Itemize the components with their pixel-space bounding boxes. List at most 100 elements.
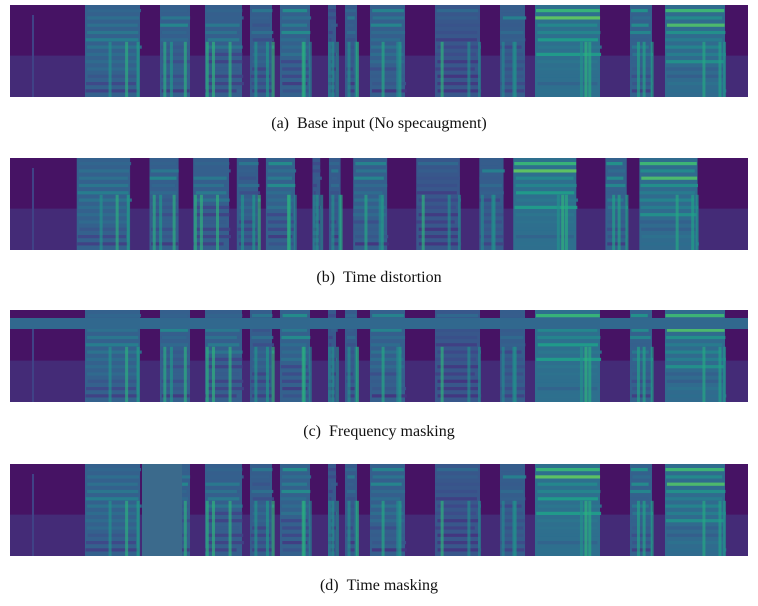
harmonic-stripe	[665, 468, 725, 472]
harmonic-stripe	[239, 198, 261, 202]
vertical-streak	[312, 194, 316, 250]
harmonic-stripe	[639, 191, 695, 195]
harmonic-stripe	[370, 497, 401, 501]
harmonic-stripe	[417, 162, 459, 166]
harmonic-stripe	[330, 23, 338, 27]
harmonic-stripe	[87, 45, 142, 49]
vertical-streak	[205, 41, 209, 97]
harmonic-stripe	[631, 350, 649, 354]
harmonic-stripe	[416, 205, 456, 209]
harmonic-stripe	[239, 176, 257, 180]
vertical-streak	[642, 500, 646, 556]
harmonic-stripe	[313, 191, 316, 195]
harmonic-stripe	[500, 9, 521, 13]
harmonic-stripe	[347, 60, 354, 64]
harmonic-stripe	[437, 365, 479, 369]
vertical-streak	[347, 346, 351, 402]
harmonic-stripe	[435, 372, 475, 376]
vertical-streak	[396, 500, 400, 556]
harmonic-stripe	[435, 52, 477, 56]
harmonic-stripe	[370, 482, 402, 486]
harmonic-stripe	[238, 220, 256, 224]
harmonic-stripe	[151, 183, 176, 188]
harmonic-stripe	[500, 23, 523, 27]
harmonic-stripe	[161, 16, 191, 20]
spectrogram	[10, 158, 748, 250]
harmonic-stripe	[268, 220, 296, 224]
harmonic-stripe	[536, 74, 600, 78]
harmonic-stripe	[370, 379, 405, 383]
harmonic-stripe	[87, 526, 139, 530]
vertical-streak	[477, 41, 481, 97]
harmonic-stripe	[537, 350, 602, 354]
harmonic-stripe	[160, 9, 188, 13]
harmonic-stripe	[87, 9, 142, 13]
harmonic-stripe	[631, 74, 653, 78]
harmonic-stripe	[329, 497, 332, 501]
harmonic-stripe	[353, 227, 387, 231]
harmonic-stripe	[665, 45, 722, 49]
harmonic-stripe	[195, 198, 230, 202]
harmonic-stripe	[665, 9, 725, 13]
harmonic-stripe	[250, 533, 271, 537]
harmonic-stripe	[666, 482, 725, 486]
harmonic-stripe	[162, 365, 190, 369]
harmonic-stripe	[632, 475, 651, 479]
segment-body	[85, 5, 140, 97]
vertical-streak	[625, 194, 629, 250]
harmonic-stripe	[347, 328, 354, 332]
harmonic-stripe	[372, 468, 404, 472]
harmonic-stripe	[281, 511, 307, 515]
harmonic-stripe	[78, 198, 132, 202]
harmonic-stripe	[347, 365, 354, 369]
vertical-streak	[254, 41, 258, 97]
harmonic-stripe	[281, 52, 307, 56]
harmonic-stripe	[641, 227, 696, 231]
harmonic-stripe	[87, 328, 138, 332]
harmonic-stripe	[267, 198, 294, 202]
spectrogram-panels	[10, 5, 748, 556]
vertical-streak	[254, 500, 258, 556]
harmonic-stripe	[354, 183, 388, 188]
harmonic-stripe	[630, 489, 651, 494]
harmonic-stripe	[193, 205, 230, 209]
harmonic-stripe	[605, 191, 624, 195]
vertical-streak	[440, 346, 444, 402]
harmonic-stripe	[537, 519, 598, 523]
harmonic-stripe	[437, 60, 479, 64]
harmonic-stripe	[500, 45, 522, 49]
harmonic-stripe	[252, 548, 273, 552]
harmonic-stripe	[665, 365, 725, 369]
harmonic-stripe	[631, 533, 653, 537]
harmonic-stripe	[537, 335, 601, 340]
vertical-streak	[579, 41, 583, 97]
harmonic-stripe	[330, 183, 340, 188]
vertical-streak	[588, 500, 592, 556]
harmonic-stripe	[537, 38, 598, 42]
harmonic-stripe	[206, 60, 243, 64]
harmonic-stripe	[252, 497, 274, 501]
harmonic-stripe	[667, 89, 727, 93]
harmonic-stripe	[435, 30, 478, 35]
harmonic-stripe	[370, 52, 404, 56]
vertical-streak	[347, 41, 351, 97]
harmonic-stripe	[436, 468, 479, 472]
harmonic-stripe	[77, 242, 129, 246]
harmonic-stripe	[160, 314, 188, 318]
harmonic-stripe	[251, 82, 272, 86]
vertical-streak	[512, 346, 516, 402]
harmonic-stripe	[514, 242, 573, 246]
vertical-streak	[675, 194, 679, 250]
vertical-streak	[584, 500, 588, 556]
harmonic-stripe	[347, 16, 355, 20]
harmonic-stripe	[537, 60, 598, 64]
harmonic-stripe	[665, 350, 722, 354]
harmonic-stripe	[536, 379, 600, 383]
harmonic-stripe	[207, 74, 244, 78]
harmonic-stripe	[252, 89, 273, 93]
harmonic-stripe	[252, 482, 271, 486]
vertical-streak	[193, 194, 197, 250]
harmonic-stripe	[666, 23, 725, 27]
harmonic-stripe	[195, 213, 230, 217]
harmonic-stripe	[79, 227, 128, 231]
